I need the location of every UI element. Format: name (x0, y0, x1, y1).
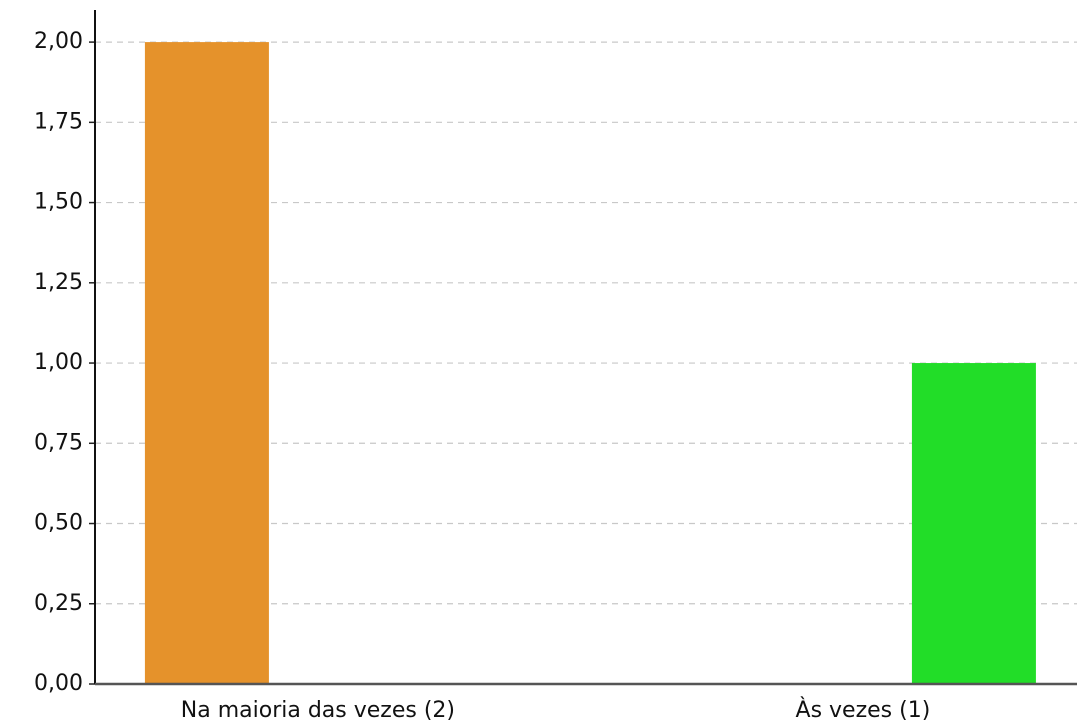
bar (144, 42, 269, 685)
y-tick-label: 0,75 (34, 430, 83, 455)
y-tick-label: 0,00 (34, 671, 83, 696)
y-tick-label: 1,75 (34, 109, 83, 134)
y-tick-label: 2,00 (34, 29, 83, 54)
y-tick-label: 1,25 (34, 270, 83, 295)
x-tick-label: Na maioria das vezes (2) (181, 698, 455, 723)
y-tick-label: 0,25 (34, 591, 83, 616)
bar (911, 363, 1036, 684)
y-tick-label: 1,00 (34, 350, 83, 375)
x-tick-label: Às vezes (1) (796, 697, 931, 723)
y-tick-label: 0,50 (34, 511, 83, 536)
y-tick-label: 1,50 (34, 190, 83, 215)
